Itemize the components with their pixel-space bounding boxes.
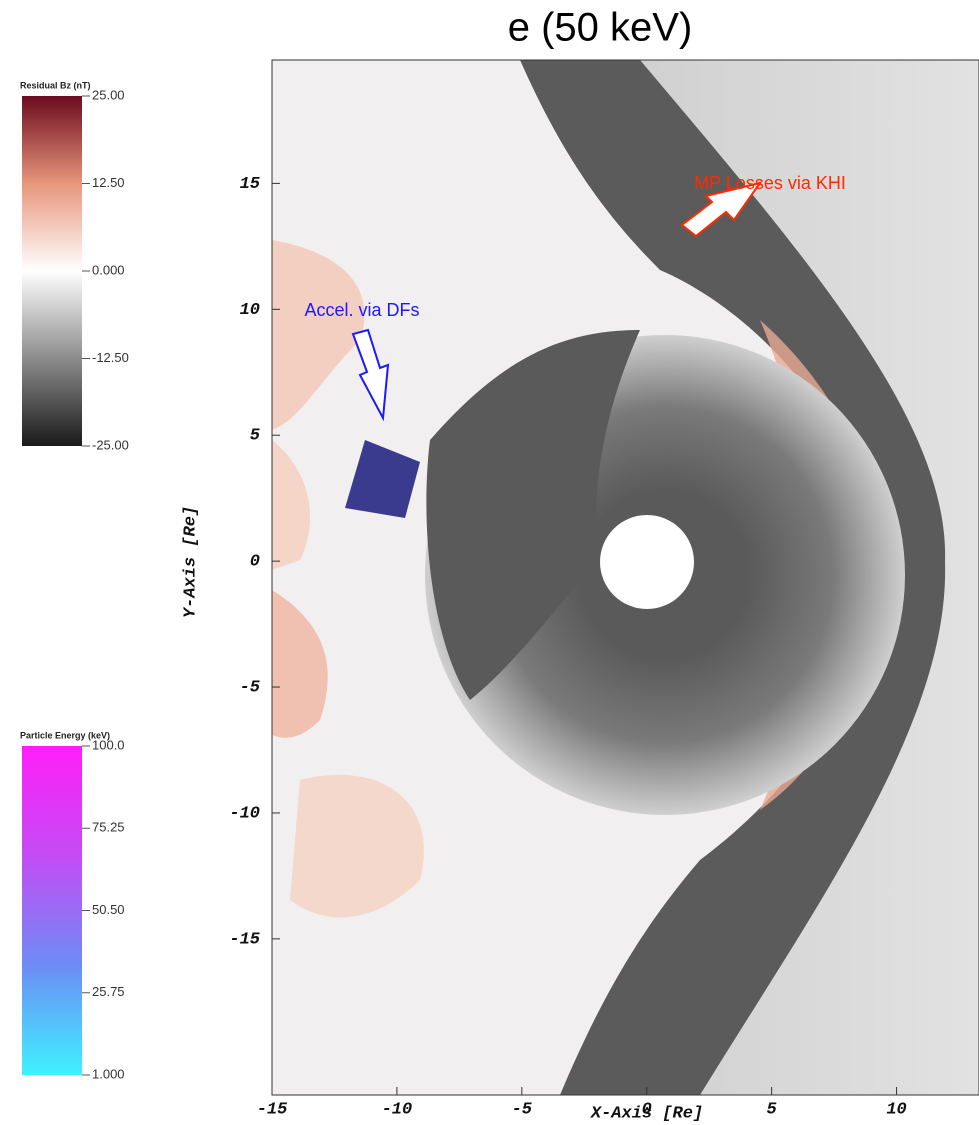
- colorbar-tick-label: 1.000: [92, 1066, 125, 1081]
- x-tick-label: -15: [257, 1100, 288, 1119]
- colorbar-tick-label: 0.000: [92, 262, 125, 277]
- x-tick-label: -5: [512, 1100, 532, 1119]
- y-tick-label: 10: [240, 301, 260, 320]
- field: [272, 60, 979, 1095]
- colorbar: [22, 746, 82, 1075]
- y-axis-label: Y-Axis [Re]: [181, 506, 200, 618]
- colorbar-tick-label: 75.25: [92, 820, 125, 835]
- colorbar-tick-label: -12.50: [92, 350, 129, 365]
- x-tick-label: 10: [886, 1100, 906, 1119]
- x-tick-label: 0: [642, 1100, 652, 1119]
- colorbar-tick-label: 50.50: [92, 902, 125, 917]
- y-tick-label: 15: [240, 175, 260, 194]
- colorbar: [22, 96, 82, 446]
- colorbar-tick-label: 100.0: [92, 737, 125, 752]
- colorbar-title: Residual Bz (nT): [20, 80, 91, 90]
- colorbar-tick-label: -25.00: [92, 437, 129, 452]
- x-tick-label: -10: [382, 1100, 413, 1119]
- colorbar-tick-label: 25.00: [92, 87, 125, 102]
- y-tick-label: 5: [250, 427, 260, 446]
- annotation: Accel. via DFs: [304, 300, 419, 320]
- figure: e (50 keV) Y-Axis [Re] X-Axis [Re] -15-1…: [0, 0, 979, 1125]
- y-tick-label: -10: [229, 804, 260, 823]
- y-tick-label: 0: [250, 553, 260, 572]
- y-tick-label: -5: [240, 679, 260, 698]
- colorbar-tick-label: 25.75: [92, 984, 125, 999]
- x-tick-label: 5: [767, 1100, 777, 1119]
- chart-title: e (50 keV): [508, 6, 693, 50]
- y-tick-label: -15: [229, 930, 260, 949]
- colorbar-tick-label: 12.50: [92, 175, 125, 190]
- annotation: MP Losses via KHI: [694, 173, 846, 193]
